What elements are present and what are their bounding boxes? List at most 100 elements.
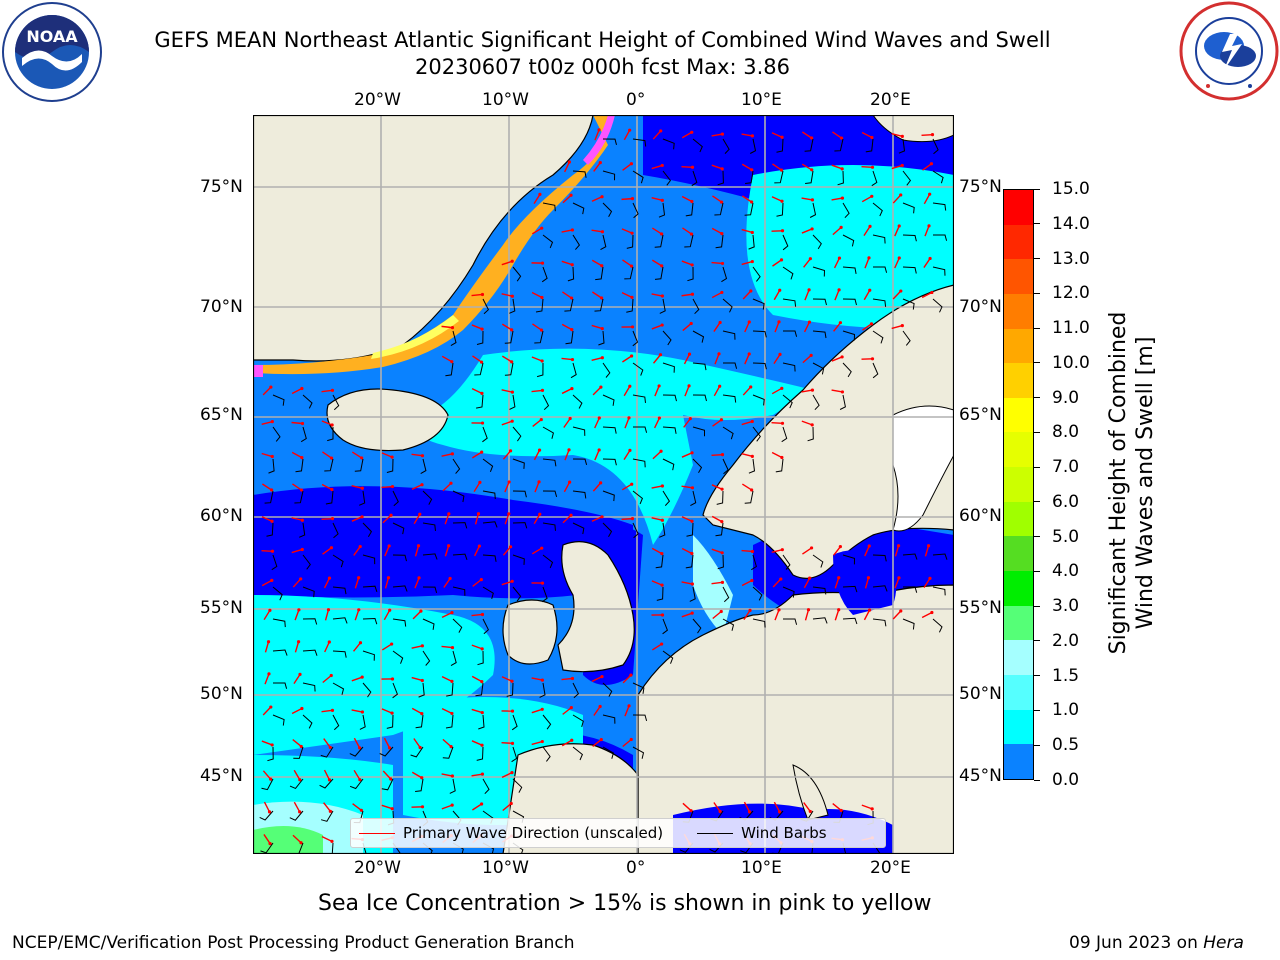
wave-arrow-head <box>567 160 571 164</box>
wave-direction-arrow <box>801 389 813 393</box>
wave-arrow-head <box>928 192 932 196</box>
wave-direction-arrow <box>532 323 542 331</box>
map-frame <box>253 115 954 854</box>
lat-label-right: 70°N <box>959 297 1002 317</box>
wind-barb <box>812 586 827 595</box>
wind-barb <box>632 394 646 403</box>
wind-barb <box>600 234 607 251</box>
wind-barb <box>624 266 634 280</box>
colorbar-band <box>1004 536 1033 572</box>
wind-barb <box>721 266 728 283</box>
wave-arrow-head <box>750 419 754 424</box>
wind-barb <box>722 394 737 403</box>
wave-direction-arrow <box>712 610 722 620</box>
wind-barb <box>775 458 784 473</box>
colorbar-tick-mark <box>1034 744 1040 746</box>
wind-barb <box>722 586 730 603</box>
wave-arrow-head <box>479 578 483 582</box>
wind-barb <box>362 585 378 593</box>
wind-barb <box>504 330 514 344</box>
wind-barb <box>932 553 948 560</box>
wave-arrow-head <box>778 288 782 292</box>
wave-arrow-head <box>420 805 425 809</box>
wave-direction-arrow <box>353 546 361 556</box>
wave-arrow-head <box>627 416 631 420</box>
wave-direction-arrow <box>471 644 483 650</box>
wave-arrow-head <box>689 321 693 326</box>
wind-barb <box>602 138 617 146</box>
wave-direction-arrow <box>351 516 363 522</box>
wind-barb <box>692 426 705 437</box>
wave-arrow-head <box>299 841 303 845</box>
wave-direction-arrow <box>564 449 570 461</box>
colorbar-tick-label: 14.0 <box>1052 213 1090 234</box>
colorbar-label-line1: Significant Height of Combined <box>1106 311 1131 655</box>
wave-direction-arrow <box>531 677 543 681</box>
wind-barb <box>332 586 347 595</box>
wave-arrow-head <box>690 519 694 523</box>
wave-arrow-head <box>690 292 695 296</box>
wave-arrow-head <box>540 678 544 682</box>
wind-barb <box>289 778 304 790</box>
wind-barb <box>392 490 399 507</box>
wave-direction-arrow <box>562 291 572 299</box>
wave-direction-arrow <box>563 418 571 428</box>
wind-barb <box>842 617 858 625</box>
wave-arrow-head <box>930 133 935 137</box>
wind-barb <box>332 394 340 411</box>
wave-arrow-head <box>386 576 391 580</box>
wind-barb <box>692 298 700 315</box>
wave-direction-arrow <box>892 610 902 620</box>
wind-barb <box>656 586 664 601</box>
wave-arrow-head <box>870 357 875 361</box>
wind-barb <box>602 202 613 217</box>
colorbar-tick-label: 6.0 <box>1052 491 1080 512</box>
colorbar-tick-mark <box>1034 501 1040 503</box>
wave-direction-arrow <box>831 164 843 170</box>
wave-direction-arrow <box>501 772 513 778</box>
wave-direction-arrow <box>592 739 602 747</box>
wind-barb <box>572 394 583 409</box>
wave-direction-arrow <box>653 417 661 429</box>
colorbar-tick-mark <box>1034 779 1040 781</box>
wave-arrow-head <box>690 165 695 169</box>
wind-barb <box>332 522 339 539</box>
wave-arrow-head <box>838 321 843 325</box>
wave-direction-arrow <box>531 227 543 235</box>
wave-arrow-head <box>750 168 754 172</box>
wave-arrow-head <box>658 353 663 357</box>
wave-direction-arrow <box>471 387 483 395</box>
wave-direction-arrow <box>443 578 451 588</box>
wave-direction-arrow <box>442 482 452 492</box>
wind-barb <box>572 522 585 535</box>
wave-direction-arrow <box>741 420 753 426</box>
wave-arrow-head <box>690 486 695 490</box>
wind-barb <box>392 554 407 562</box>
wave-direction-arrow <box>261 550 273 552</box>
wave-direction-arrow <box>744 321 750 333</box>
wave-direction-arrow <box>681 547 693 555</box>
colorbar-band <box>1004 190 1033 225</box>
wave-direction-arrow <box>624 417 630 429</box>
wind-barb <box>692 330 705 343</box>
wave-direction-arrow <box>771 196 783 202</box>
wind-barb <box>410 746 424 758</box>
wave-arrow-head <box>779 577 783 581</box>
wave-direction-arrow <box>294 609 300 621</box>
wave-direction-arrow <box>832 226 842 236</box>
wave-arrow-head <box>540 388 545 392</box>
colorbar-tick-label: 4.0 <box>1052 561 1080 582</box>
wave-arrow-head <box>840 355 844 359</box>
wave-arrow-head <box>720 551 724 555</box>
wave-arrow-head <box>690 582 695 586</box>
wind-barb <box>422 490 433 505</box>
wave-arrow-head <box>807 288 811 292</box>
wave-direction-arrow <box>711 261 723 265</box>
wave-direction-arrow <box>562 707 572 715</box>
wind-barb <box>392 585 408 592</box>
wind-barb <box>379 746 394 757</box>
wave-arrow-head <box>510 328 514 332</box>
wave-direction-arrow <box>802 354 812 364</box>
wave-arrow-head <box>689 232 694 236</box>
wave-direction-arrow <box>383 609 391 621</box>
